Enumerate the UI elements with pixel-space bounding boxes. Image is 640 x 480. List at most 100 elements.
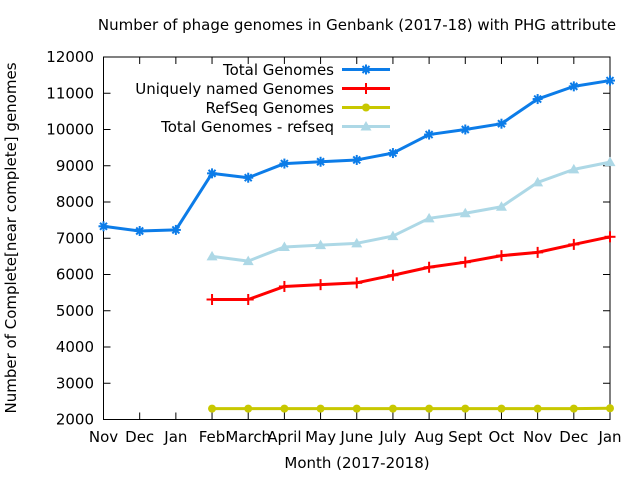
x-tick-label: Nov xyxy=(523,428,552,446)
x-tick-label: Nov xyxy=(89,428,118,446)
marker-plus xyxy=(315,279,327,291)
y-tick-label: 2000 xyxy=(56,411,94,429)
marker-triangle xyxy=(459,207,471,218)
x-tick-label: Jan xyxy=(597,428,621,446)
marker-triangle xyxy=(360,121,372,131)
x-tick-label: Jan xyxy=(163,428,187,446)
marker-plus xyxy=(387,269,399,281)
marker-circle xyxy=(497,404,506,413)
legend-item-total-genomes: Total Genomes xyxy=(222,61,390,79)
marker-asterisk xyxy=(460,124,471,135)
y-tick-label: 6000 xyxy=(56,266,94,284)
x-tick-label: March xyxy=(225,428,271,446)
marker-stroke xyxy=(388,148,398,158)
x-tick-label: Feb xyxy=(199,428,226,446)
marker-circle xyxy=(388,404,397,413)
marker-stroke xyxy=(361,65,371,74)
series-line-total-genomes-refseq xyxy=(211,160,611,263)
marker-circle xyxy=(244,404,253,413)
marker-plus xyxy=(532,246,544,258)
x-tick-label: Aug xyxy=(414,428,443,446)
series-line-uniquely-named-genomes xyxy=(212,235,611,302)
marker-triangle xyxy=(206,250,218,261)
marker-triangle xyxy=(387,230,399,241)
marker-stroke xyxy=(497,119,506,128)
marker-stroke xyxy=(424,130,434,139)
marker-plus xyxy=(278,280,290,292)
y-tick-label: 8000 xyxy=(56,193,94,211)
series-total-genomes xyxy=(98,75,615,236)
legend-label: Total Genomes - refseq xyxy=(160,118,334,136)
legend-label: Uniquely named Genomes xyxy=(135,80,334,98)
y-tick-label: 4000 xyxy=(56,338,94,356)
marker-circle xyxy=(280,404,289,413)
marker-circle xyxy=(425,404,434,413)
x-tick-label: Sept xyxy=(448,428,482,446)
legend-label: Total Genomes xyxy=(222,61,334,79)
marker-circle xyxy=(606,404,614,413)
marker-plus xyxy=(242,294,254,306)
legend-item-total-genomes-refseq: Total Genomes - refseq xyxy=(160,118,390,136)
marker-plus xyxy=(568,238,580,250)
x-tick-label: July xyxy=(378,428,406,446)
marker-circle xyxy=(362,103,370,112)
chart-title: Number of phage genomes in Genbank (2017… xyxy=(98,16,616,34)
marker-stroke xyxy=(533,94,542,104)
marker-plus xyxy=(423,261,435,273)
marker-plus xyxy=(459,256,471,268)
marker-circle xyxy=(352,404,361,413)
x-tick-label: Oct xyxy=(488,428,514,446)
marker-triangle xyxy=(532,176,544,187)
marker-asterisk xyxy=(243,172,254,183)
marker-asterisk xyxy=(361,64,371,75)
marker-stroke xyxy=(352,155,361,165)
marker-asterisk xyxy=(605,75,615,86)
x-tick-label: May xyxy=(305,428,336,446)
y-axis-label: Number of Complete[near complete] genome… xyxy=(2,62,20,413)
marker-triangle xyxy=(604,156,616,167)
marker-triangle xyxy=(351,237,363,248)
marker-plus xyxy=(206,294,218,306)
marker-circle xyxy=(208,404,217,413)
marker-stroke xyxy=(135,226,144,236)
series-refseq-genomes xyxy=(208,404,614,413)
y-tick-label: 11000 xyxy=(46,84,94,102)
y-tick-label: 5000 xyxy=(56,302,94,320)
marker-stroke xyxy=(569,82,579,91)
legend-item-uniquely-named-genomes: Uniquely named Genomes xyxy=(135,80,390,98)
marker-stroke xyxy=(171,225,181,235)
x-tick-label: April xyxy=(267,428,301,446)
marker-asterisk xyxy=(207,168,218,179)
marker-asterisk xyxy=(387,148,398,159)
marker-triangle xyxy=(278,241,290,251)
marker-asterisk xyxy=(170,224,181,235)
legend-item-refseq-genomes: RefSeq Genomes xyxy=(206,99,390,117)
marker-circle xyxy=(569,404,578,413)
y-tick-label: 7000 xyxy=(56,229,94,247)
marker-stroke xyxy=(605,76,615,85)
x-tick-label: Dec xyxy=(125,428,154,446)
marker-triangle xyxy=(495,201,507,211)
marker-triangle xyxy=(315,239,327,250)
series-uniquely-named-genomes xyxy=(206,231,616,306)
y-tick-label: 9000 xyxy=(56,157,94,175)
marker-asterisk xyxy=(98,221,109,232)
marker-stroke xyxy=(207,169,217,178)
legend-label: RefSeq Genomes xyxy=(206,99,335,117)
marker-stroke xyxy=(461,125,470,134)
y-tick-label: 3000 xyxy=(56,374,94,392)
marker-plus xyxy=(604,231,616,243)
y-tick-label: 10000 xyxy=(46,121,94,139)
marker-asterisk xyxy=(424,129,435,140)
x-tick-label: June xyxy=(339,428,373,446)
marker-stroke xyxy=(316,157,325,166)
marker-asterisk xyxy=(134,226,145,236)
x-axis-label: Month (2017-2018) xyxy=(284,454,429,472)
marker-circle xyxy=(533,404,542,413)
y-tick-label: 12000 xyxy=(46,48,94,66)
marker-circle xyxy=(461,404,470,413)
marker-asterisk xyxy=(279,158,290,169)
